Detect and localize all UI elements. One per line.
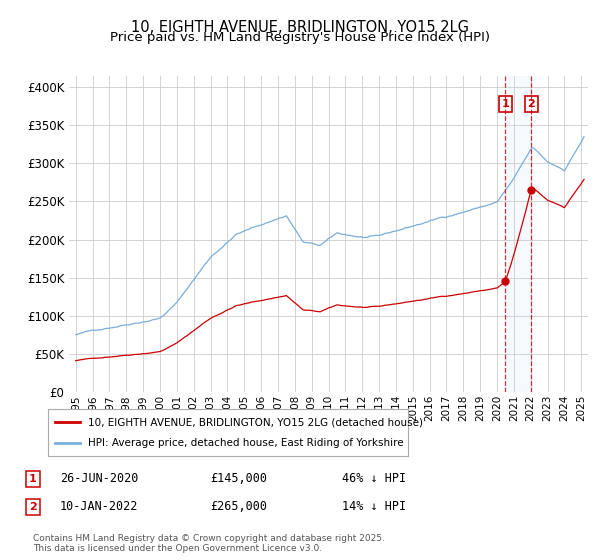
Text: HPI: Average price, detached house, East Riding of Yorkshire: HPI: Average price, detached house, East… <box>88 438 403 448</box>
Text: 2: 2 <box>527 99 535 109</box>
Text: 10-JAN-2022: 10-JAN-2022 <box>60 500 139 514</box>
Text: 14% ↓ HPI: 14% ↓ HPI <box>342 500 406 514</box>
Text: 1: 1 <box>502 99 509 109</box>
Bar <box>505 76 531 392</box>
Text: 2: 2 <box>29 502 37 512</box>
Text: £265,000: £265,000 <box>210 500 267 514</box>
Text: 10, EIGHTH AVENUE, BRIDLINGTON, YO15 2LG: 10, EIGHTH AVENUE, BRIDLINGTON, YO15 2LG <box>131 20 469 35</box>
Text: 1: 1 <box>29 474 37 484</box>
Text: 26-JUN-2020: 26-JUN-2020 <box>60 472 139 486</box>
Text: Price paid vs. HM Land Registry's House Price Index (HPI): Price paid vs. HM Land Registry's House … <box>110 31 490 44</box>
Text: 46% ↓ HPI: 46% ↓ HPI <box>342 472 406 486</box>
Text: £145,000: £145,000 <box>210 472 267 486</box>
Text: Contains HM Land Registry data © Crown copyright and database right 2025.
This d: Contains HM Land Registry data © Crown c… <box>33 534 385 553</box>
Text: 10, EIGHTH AVENUE, BRIDLINGTON, YO15 2LG (detached house): 10, EIGHTH AVENUE, BRIDLINGTON, YO15 2LG… <box>88 417 422 427</box>
